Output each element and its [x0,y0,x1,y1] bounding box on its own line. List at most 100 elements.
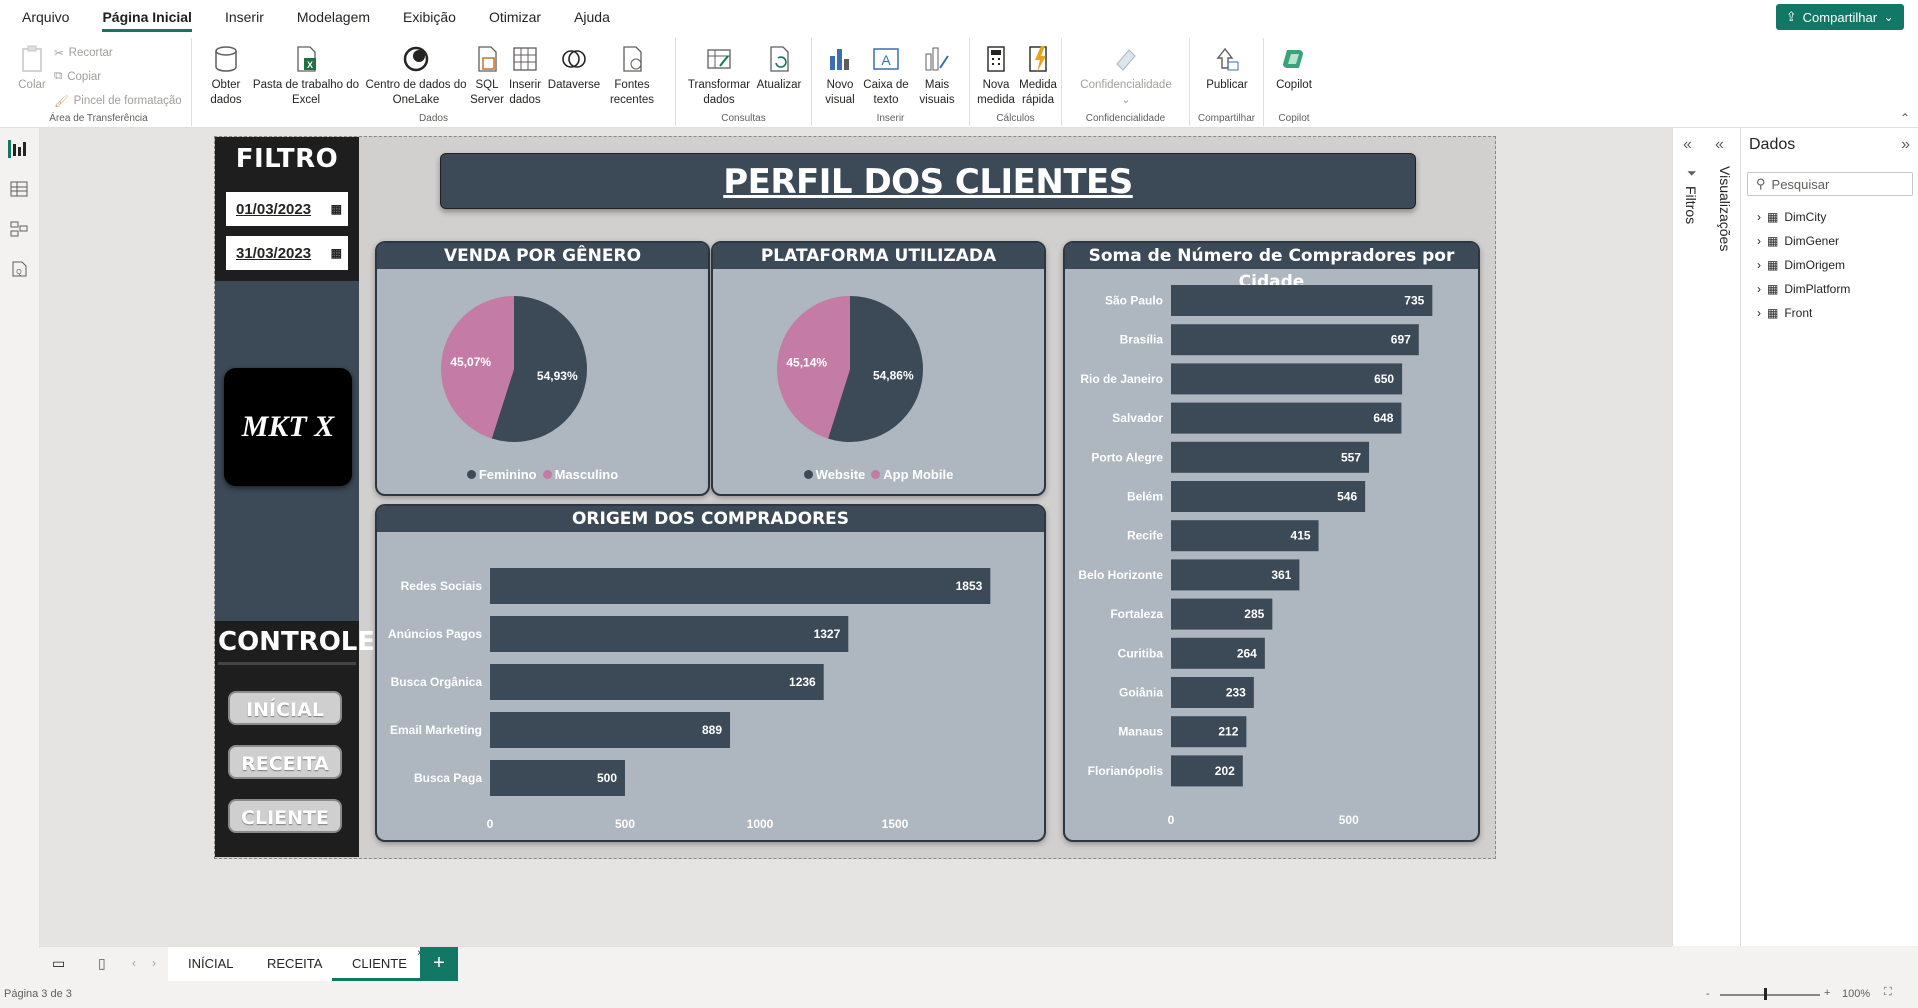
more-visuals-button[interactable]: Mais visuais [912,44,962,108]
bar-category-label: Recife [1127,529,1163,543]
origin-bar-card[interactable]: ORIGEM DOS COMPRADORES Redes Sociais 1853… [375,504,1046,842]
filters-pane-label[interactable]: Filtros [1683,186,1699,225]
table-item-dimgener[interactable]: › ▦ DimGener [1757,234,1839,248]
textbox-button[interactable]: A Caixa de texto [862,44,910,108]
gender-pie-card[interactable]: VENDA POR GÊNERO 54,93% 45,07% Feminino M… [375,241,710,496]
tab-receita[interactable]: RECEITA [247,947,344,981]
bar [490,664,824,700]
legend-dot [542,470,552,479]
transform-data-button[interactable]: Transformar dados [686,44,752,108]
copy-button[interactable]: ⧉ Copiar [54,70,101,83]
menu-ajuda[interactable]: Ajuda [574,9,610,25]
zoom-slider-thumb[interactable] [1764,988,1767,1000]
nav-button-inicial[interactable]: INÍCIAL [228,691,342,725]
menu-inserir[interactable]: Inserir [224,9,264,25]
sensitivity-group-label: Confidencialidade [1085,113,1166,124]
date-start-field[interactable]: 01/03/2023 ▦ [226,192,348,226]
zoom-slider[interactable] [1720,994,1820,996]
calendar-icon[interactable]: ▦ [330,246,342,260]
nav-button-receita[interactable]: RECEITA [228,745,342,779]
bar-data-label: 361 [1271,568,1291,582]
recent-sources-button[interactable]: Fontes recentes [604,44,660,108]
city-bar-card[interactable]: Soma de Número de Compradores por Cidade… [1063,241,1480,842]
visualizations-pane-label[interactable]: Visualizações [1717,166,1733,252]
paste-button[interactable]: Colar [12,44,52,93]
tab-inicial[interactable]: INÍCIAL [168,947,255,981]
desktop-layout-icon[interactable]: ▭ [52,955,66,971]
queries-group-label: Consultas [721,113,766,124]
bar [1171,559,1300,591]
paste-label: Colar [18,79,46,91]
ribbon-group-data: Obter dados X Pasta de trabalho do Excel… [192,38,676,126]
legend-item-app-mobile[interactable]: App Mobile [871,467,953,482]
expand-filters-icon[interactable]: « [1683,136,1692,153]
share-button[interactable]: ⇪ Compartilhar ⌄ [1775,4,1904,30]
sensitivity-button[interactable]: Confidencialidade ⌄ [1068,44,1184,108]
menu-pagina-inicial[interactable]: Página Inicial [91,0,202,34]
menu-exibicao[interactable]: Exibição [403,9,456,25]
table-item-front[interactable]: › ▦ Front [1757,306,1812,320]
nav-button-cliente[interactable]: CLIENTE [228,799,342,833]
legend-item-website[interactable]: Website [803,467,865,482]
mobile-layout-icon[interactable]: ▯ [98,955,106,971]
table-view-icon[interactable] [10,180,30,198]
table-item-dimorigem[interactable]: › ▦ DimOrigem [1757,258,1845,272]
ribbon-group-queries: Transformar dados Atualizar Consultas [676,38,812,126]
menu-arquivo[interactable]: Arquivo [22,9,70,25]
zoom-out-icon[interactable]: - [1706,988,1710,1000]
legend-item-masculino[interactable]: Masculino [542,467,618,482]
get-data-button[interactable]: Obter dados [206,44,246,108]
calendar-icon[interactable]: ▦ [330,202,342,216]
table-item-dimcity[interactable]: › ▦ DimCity [1757,210,1826,224]
onelake-button[interactable]: Centro de dados do OneLake [362,44,470,108]
format-painter-button[interactable]: 🖌 Pincel de formatação [54,94,182,108]
tab-next-icon[interactable]: › [152,956,156,970]
add-page-button[interactable]: + [420,947,458,981]
report-view-icon[interactable] [8,140,28,158]
x-tick-label: 500 [1339,813,1359,827]
textbox-icon: A [871,44,901,74]
data-search-field[interactable]: ⚲ Pesquisar [1747,172,1913,196]
publish-button[interactable]: Publicar [1200,44,1254,93]
legend-item-feminino[interactable]: Feminino [466,467,537,482]
cut-button[interactable]: ✂ Recortar [54,46,113,60]
dataverse-button[interactable]: Dataverse [546,44,602,93]
collapse-ribbon-icon[interactable]: ⌃ [1899,111,1910,125]
tab-prev-icon[interactable]: ‹ [132,956,136,970]
search-icon: ⚲ [1756,176,1766,191]
close-tab-icon[interactable]: × [417,937,423,971]
model-view-icon[interactable] [10,220,30,238]
bar-data-label: 1853 [956,579,983,593]
collapse-data-pane-icon[interactable]: » [1901,136,1910,153]
insert-data-button[interactable]: Inserir dados [506,44,544,108]
table-icon: ▦ [1767,258,1779,272]
menu-modelagem[interactable]: Modelagem [296,9,371,25]
excel-workbook-button[interactable]: X Pasta de trabalho do Excel [250,44,362,108]
platform-pie-card[interactable]: PLATAFORMA UTILIZADA 54,86% 45,14% Websit… [711,241,1046,496]
clipboard-group-label: Área de Transferência [49,113,148,124]
date-end-field[interactable]: 31/03/2023 ▦ [226,236,348,270]
bar-category-label: Brasília [1120,333,1164,347]
menu-otimizar[interactable]: Otimizar [488,9,542,25]
table-item-dimplatform[interactable]: › ▦ DimPlatform [1757,282,1850,296]
bar-data-label: 285 [1244,607,1264,621]
refresh-button[interactable]: Atualizar [754,44,804,93]
zoom-in-icon[interactable]: + [1824,987,1831,999]
tab-cliente[interactable]: CLIENTE× [332,947,428,981]
bar [1171,677,1254,708]
fit-to-page-icon[interactable]: ⛶ [1884,986,1892,998]
table-name: DimCity [1784,210,1827,224]
copilot-icon [1279,44,1309,74]
sql-server-button[interactable]: SQL Server [470,44,504,108]
gender-legend: Feminino Masculino [377,467,708,482]
bar [1171,324,1419,356]
quick-measure-button[interactable]: Medida rápida [1018,44,1058,108]
sql-icon [472,44,502,74]
expand-visualizations-icon[interactable]: « [1715,136,1724,153]
copilot-button[interactable]: Copilot [1270,44,1318,93]
bar [1171,598,1273,630]
new-visual-button[interactable]: Novo visual [820,44,860,108]
legend-dot [871,470,881,479]
dax-query-view-icon[interactable]: Q [10,260,30,278]
new-measure-button[interactable]: Nova medida [976,44,1016,108]
